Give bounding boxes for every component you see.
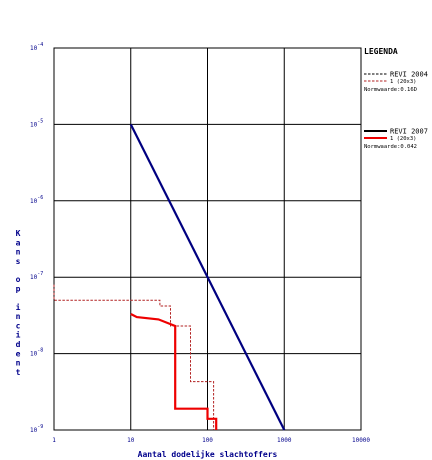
y-axis-title-char: K [16, 229, 21, 238]
x-axis-title: Aantal dodelijke slachtoffers [138, 449, 278, 459]
y-tick-label: 10-6 [30, 195, 43, 205]
y-tick-label: 10-8 [30, 348, 43, 358]
y-axis-title-char: n [16, 359, 21, 368]
legend-title: LEGENDA [364, 47, 398, 56]
series-line-0 [53, 284, 215, 430]
series-line-1 [130, 313, 218, 430]
legend-label: REVI 2007 [390, 128, 428, 136]
y-tick-label: 10-7 [30, 271, 43, 281]
x-tick-label: 10000 [352, 437, 370, 444]
series-layer [53, 123, 286, 431]
y-axis-title-char: s [16, 257, 21, 266]
y-axis-title-char: d [16, 340, 21, 349]
x-tick-label: 1000 [277, 437, 292, 444]
y-tick-label: 10-9 [30, 424, 43, 434]
y-axis-title-char: i [16, 302, 21, 312]
legend-norm-label: Normwaarde:0.16D [364, 87, 417, 93]
y-axis-title-char: i [16, 330, 21, 340]
y-axis-title-char: o [16, 275, 21, 284]
y-axis-title-char: n [16, 248, 21, 257]
tick-labels: 1 10 100 1000 10000 10-4 10-5 10-6 10-7 10-8 10-9 [30, 42, 370, 444]
legend-sub-label: 1 (20x3) [390, 136, 417, 142]
grid-lines [54, 48, 361, 430]
plot-area-border [53, 47, 362, 431]
series-line-2 [129, 123, 286, 431]
y-tick-label: 10-5 [30, 118, 43, 128]
legend-label: REVI 2004 [390, 71, 428, 79]
y-axis-title-char: t [16, 368, 21, 377]
x-tick-label: 10 [127, 437, 135, 444]
legend-norm-label: Normwaarde:0.042 [364, 144, 417, 150]
y-axis-title-char: e [16, 349, 21, 358]
y-tick-label: 10-4 [30, 42, 43, 52]
legend-sub-label: 1 (20x3) [390, 79, 417, 85]
x-tick-label: 1 [52, 437, 56, 444]
y-axis-title-char: p [16, 285, 21, 294]
x-tick-label: 100 [202, 437, 213, 444]
y-axis-title-char: n [16, 312, 21, 321]
y-axis-title-char: c [16, 321, 21, 330]
y-axis-title-char: a [16, 238, 21, 247]
